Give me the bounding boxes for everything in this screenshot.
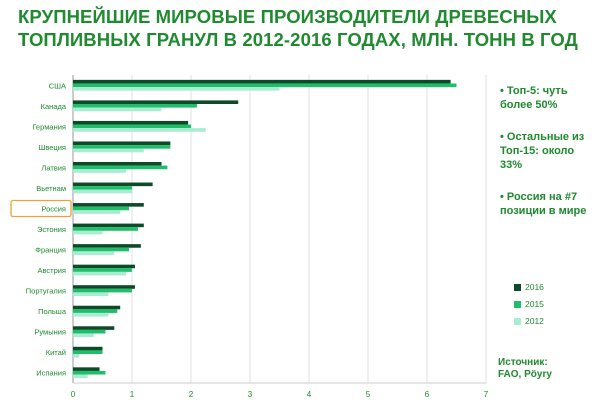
- x-tick-label-3: 3: [248, 390, 253, 399]
- legend-swatch-2012: [514, 318, 521, 325]
- note-top5: • Топ-5: чуть более 50%: [500, 85, 568, 111]
- chart-title-line-2: ТОПЛИВНЫХ ГРАНУЛ В 2012-2016 ГОДАХ, МЛН.…: [18, 29, 578, 50]
- bar-2015-12: [73, 329, 106, 334]
- category-label-10: Португалия: [26, 287, 66, 296]
- bar-2012-12: [73, 333, 94, 338]
- bar-2016-11: [73, 305, 121, 310]
- bar-2012-14: [73, 374, 88, 379]
- source-label: Источник:: [498, 357, 548, 368]
- bar-2016-4: [73, 162, 162, 166]
- x-tick-label-1: 1: [130, 390, 135, 399]
- category-label-4: Латвия: [41, 163, 66, 172]
- x-tick-label-2: 2: [189, 390, 194, 399]
- bar-2016-0: [73, 79, 451, 84]
- bar-2015-3: [73, 145, 171, 149]
- bar-2015-2: [73, 124, 191, 129]
- bar-2012-0: [73, 87, 280, 91]
- x-tick-label-5: 5: [366, 390, 371, 399]
- source-text: FAO, Pöyry: [498, 369, 552, 380]
- bar-2012-9: [73, 271, 127, 276]
- bar-2016-7: [73, 223, 144, 228]
- bar-2012-5: [73, 189, 132, 194]
- bar-2016-5: [73, 182, 153, 187]
- bar-2016-14: [73, 367, 100, 371]
- category-label-5: Вьетнам: [36, 184, 66, 193]
- bar-2015-8: [73, 247, 130, 252]
- bar-2016-1: [73, 100, 239, 104]
- note-top15: • Остальные из Топ-15: около 33%: [500, 131, 585, 171]
- legend-swatch-2015: [514, 301, 521, 308]
- bar-2012-11: [73, 312, 109, 317]
- bar-2015-0: [73, 83, 457, 88]
- bar-2012-4: [73, 169, 127, 173]
- category-label-8: Франция: [35, 246, 66, 255]
- bar-2015-4: [73, 165, 168, 170]
- bar-2016-3: [73, 141, 171, 146]
- bar-2015-7: [73, 227, 138, 231]
- x-tick-label-0: 0: [71, 390, 76, 399]
- legend-label-2016: 2016: [525, 282, 544, 292]
- bar-2012-8: [73, 251, 115, 255]
- legend-swatch-2016: [514, 284, 521, 291]
- bar-2016-6: [73, 203, 144, 207]
- highlight-box: [10, 199, 72, 218]
- bar-2012-7: [73, 230, 103, 235]
- chart-title: КРУПНЕЙШИЕ МИРОВЫЕ ПРОИЗВОДИТЕЛИ ДРЕВЕСН…: [18, 5, 578, 51]
- notes-panel: • Топ-5: чуть более 50% • Остальные из Т…: [500, 84, 598, 236]
- bar-2015-11: [73, 309, 118, 313]
- bar-2015-6: [73, 206, 130, 211]
- category-label-6: Россия: [41, 204, 66, 213]
- x-tick-label-4: 4: [307, 390, 312, 399]
- bar-2015-14: [73, 370, 106, 375]
- bar-2012-6: [73, 210, 121, 214]
- bar-2012-13: [73, 354, 79, 358]
- category-label-7: Эстония: [37, 225, 66, 234]
- bar-2016-9: [73, 264, 135, 269]
- x-tick-label-7: 7: [484, 390, 489, 399]
- category-label-13: Китай: [46, 348, 66, 357]
- category-label-9: Австрия: [37, 266, 66, 275]
- legend-label-2012: 2012: [525, 316, 544, 326]
- bar-2012-3: [73, 148, 144, 153]
- source-note: Источник: FAO, Pöyry: [498, 357, 552, 381]
- bar-2015-13: [73, 350, 103, 354]
- bar-2012-2: [73, 128, 206, 132]
- bar-2015-10: [73, 288, 132, 293]
- x-tick-label-6: 6: [425, 390, 430, 399]
- category-label-12: Румыния: [34, 328, 66, 337]
- category-label-11: Польша: [38, 307, 67, 316]
- bar-2015-9: [73, 268, 132, 272]
- bar-2012-1: [73, 107, 162, 112]
- bar-2012-10: [73, 292, 109, 296]
- category-label-1: Канада: [41, 102, 67, 111]
- note-russia-rank: • Россия на #7 позиции в мире: [500, 191, 587, 217]
- bar-2016-12: [73, 326, 115, 330]
- bar-2016-10: [73, 285, 135, 289]
- category-label-2: Германия: [32, 122, 66, 131]
- category-label-3: Швеция: [39, 143, 67, 152]
- bar-2016-8: [73, 244, 141, 248]
- chart-title-line-1: КРУПНЕЙШИЕ МИРОВЫЕ ПРОИЗВОДИТЕЛИ ДРЕВЕСН…: [18, 6, 557, 27]
- bar-2016-13: [73, 346, 103, 351]
- bar-2015-1: [73, 104, 197, 108]
- legend-label-2015: 2015: [525, 299, 544, 309]
- category-label-0: США: [49, 81, 66, 90]
- bar-2016-2: [73, 120, 189, 125]
- category-label-14: Испания: [36, 369, 66, 378]
- bar-2015-5: [73, 186, 132, 190]
